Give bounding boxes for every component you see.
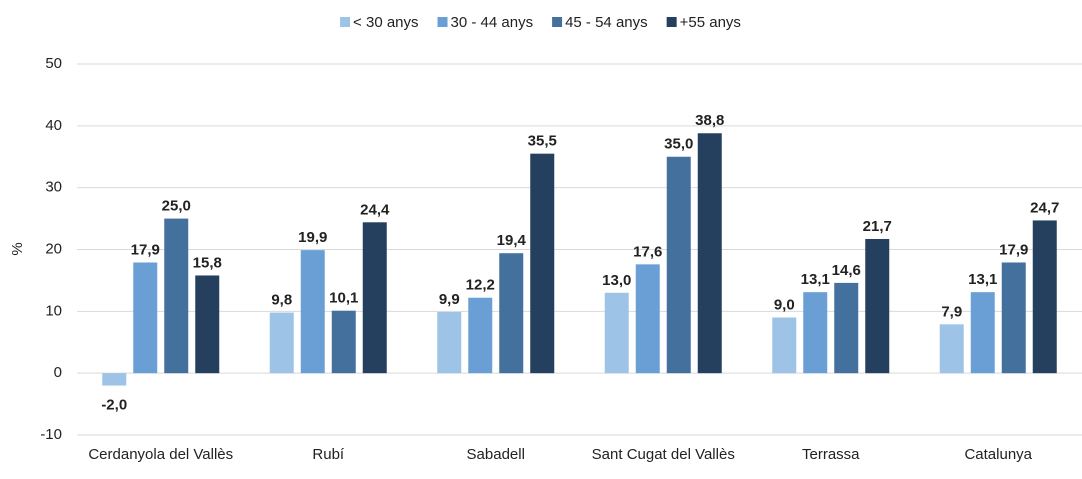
bar bbox=[499, 253, 524, 374]
bar bbox=[635, 264, 660, 374]
bar bbox=[468, 297, 493, 374]
value-label: 35,5 bbox=[528, 133, 557, 150]
value-label: 15,8 bbox=[193, 254, 222, 271]
bar bbox=[834, 282, 859, 374]
legend-label: 30 - 44 anys bbox=[451, 14, 534, 31]
bar bbox=[331, 310, 356, 374]
legend-swatch bbox=[552, 17, 563, 27]
value-label: 19,4 bbox=[497, 232, 527, 249]
value-label: 9,9 bbox=[439, 291, 460, 308]
y-tick-label: 10 bbox=[45, 302, 62, 319]
legend-label: < 30 anys bbox=[353, 14, 418, 31]
legend-label: +55 anys bbox=[680, 14, 741, 31]
bar bbox=[300, 250, 325, 374]
bar bbox=[772, 317, 797, 374]
value-label: 14,6 bbox=[832, 262, 861, 279]
value-label: 9,0 bbox=[774, 296, 795, 313]
bar bbox=[803, 292, 828, 374]
legend-label: 45 - 54 anys bbox=[565, 14, 648, 31]
bar bbox=[1032, 220, 1057, 374]
value-label: 13,1 bbox=[968, 271, 997, 288]
value-label: 24,4 bbox=[360, 201, 390, 218]
y-tick-label: 0 bbox=[54, 364, 62, 381]
value-label: 9,8 bbox=[271, 292, 292, 309]
y-tick-label: 40 bbox=[45, 117, 62, 134]
value-label: 24,7 bbox=[1030, 199, 1059, 216]
legend-swatch bbox=[437, 17, 448, 27]
x-tick-label: Sabadell bbox=[466, 446, 525, 463]
value-label: 21,7 bbox=[863, 218, 892, 235]
value-label: 17,6 bbox=[633, 243, 662, 260]
value-label: 19,9 bbox=[298, 229, 327, 246]
value-label: 35,0 bbox=[664, 136, 693, 153]
x-tick-label: Cerdanyola del Vallès bbox=[88, 446, 234, 463]
y-tick-label: 20 bbox=[45, 240, 62, 257]
legend-swatch bbox=[666, 17, 677, 27]
bar bbox=[362, 222, 387, 374]
bar bbox=[970, 292, 995, 374]
bar bbox=[865, 238, 890, 374]
value-label: 12,2 bbox=[466, 277, 495, 294]
value-label: 13,1 bbox=[801, 271, 830, 288]
y-tick-label: 30 bbox=[45, 179, 62, 196]
value-label: 10,1 bbox=[329, 290, 358, 307]
bar bbox=[697, 133, 722, 374]
bar bbox=[133, 262, 158, 374]
legend-swatch bbox=[340, 17, 351, 27]
bar bbox=[666, 156, 691, 374]
x-tick-label: Rubí bbox=[312, 446, 345, 463]
value-label: 13,0 bbox=[602, 272, 631, 289]
bar bbox=[437, 311, 462, 374]
bar bbox=[604, 292, 629, 374]
bar bbox=[530, 153, 555, 374]
value-label: 38,8 bbox=[695, 112, 724, 129]
y-tick-label: 50 bbox=[45, 55, 62, 72]
value-label: 25,0 bbox=[162, 198, 191, 215]
x-tick-label: Sant Cugat del Vallès bbox=[591, 446, 735, 463]
bar bbox=[195, 275, 220, 374]
value-label: 17,9 bbox=[999, 241, 1028, 258]
bar bbox=[939, 324, 964, 374]
value-label: 17,9 bbox=[131, 241, 160, 258]
bar bbox=[102, 373, 127, 386]
x-tick-label: Terrassa bbox=[801, 446, 860, 463]
bar bbox=[1001, 262, 1026, 374]
x-tick-label: Catalunya bbox=[964, 446, 1033, 463]
value-label: -2,0 bbox=[101, 397, 127, 414]
bar bbox=[164, 218, 189, 374]
y-axis-label: % bbox=[9, 242, 26, 255]
value-label: 7,9 bbox=[941, 303, 962, 320]
bar bbox=[269, 312, 294, 374]
y-tick-label: -10 bbox=[40, 426, 62, 443]
